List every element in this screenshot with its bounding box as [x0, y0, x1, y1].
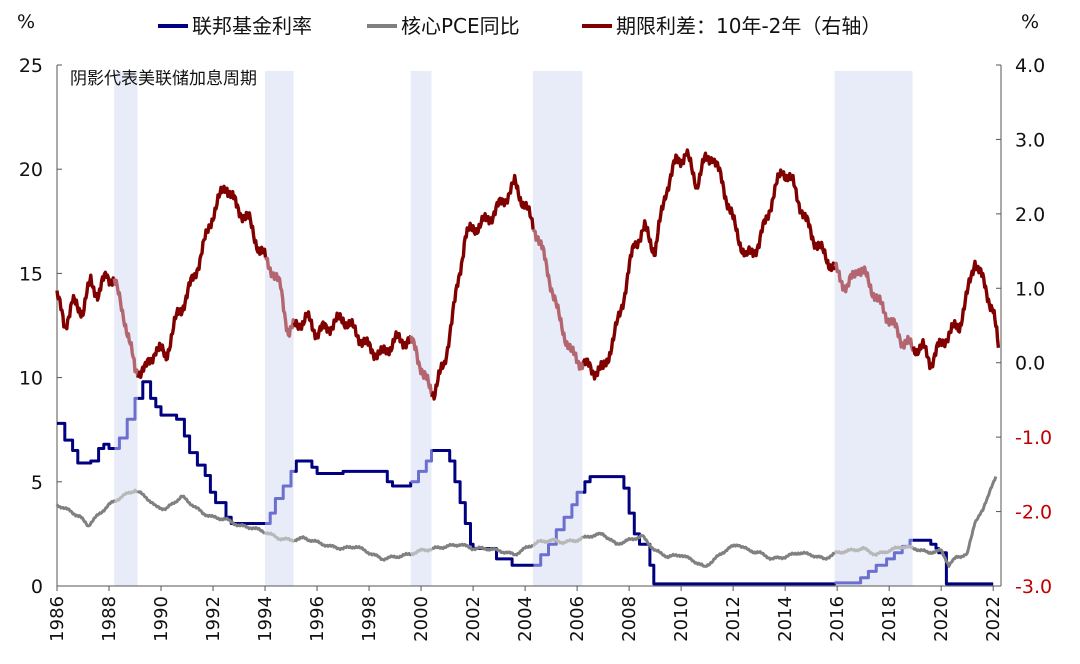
hike-period-3	[532, 71, 583, 586]
left-tick-label: 5	[31, 472, 43, 494]
x-tick-label: 2010	[671, 596, 692, 642]
right-tick-label: -1.0	[1015, 427, 1052, 449]
series-core-pce-segment	[410, 547, 434, 557]
series-term-spread-segment	[911, 259, 1001, 371]
series-term-spread-segment	[55, 270, 116, 331]
x-tick-label: 1994	[255, 596, 276, 642]
series-term-spread-segment	[581, 148, 837, 381]
series-fed-funds-segment	[410, 449, 433, 484]
series-term-spread-segment	[112, 278, 140, 378]
right-tick-label: -2.0	[1015, 502, 1052, 524]
legend-label-core-pce: 核心PCE同比	[401, 14, 520, 38]
x-tick-label: 2020	[931, 596, 952, 642]
legend: 联邦基金利率 核心PCE同比 期限利差：10年-2年（右轴）	[158, 14, 881, 38]
left-tick-label: 0	[31, 576, 43, 598]
x-tick-label: 1992	[203, 596, 224, 642]
series-term-spread-segment	[409, 335, 434, 398]
series-core-pce-segment	[532, 535, 584, 548]
x-tick-label: 2000	[411, 596, 432, 642]
series-term-spread-segment	[833, 261, 916, 352]
x-tick-label: 2002	[463, 596, 484, 642]
right-tick-label: 1.0	[1015, 278, 1045, 300]
x-tick-label: 1998	[359, 596, 380, 642]
series-fed-funds-segment	[293, 459, 413, 488]
series-lines	[55, 148, 1001, 586]
x-tick-label: 1990	[151, 596, 172, 642]
x-tick-label: 2004	[515, 596, 536, 642]
hike-period-shading	[114, 71, 913, 586]
series-core-pce-segment	[582, 531, 836, 568]
shading-annotation: 阴影代表美联储加息周期	[70, 69, 257, 89]
series-fed-funds-segment	[834, 538, 914, 585]
x-tick-label: 1986	[47, 596, 68, 642]
legend-label-term-spread: 期限利差：10年-2年（右轴）	[616, 14, 881, 38]
series-core-pce-segment	[136, 489, 266, 535]
hike-period-2	[410, 71, 432, 586]
series-fed-funds-segment	[56, 421, 116, 465]
series-core-pce-segment	[263, 531, 296, 543]
left-tick-label: 20	[19, 159, 43, 181]
right-tick-label: 3.0	[1015, 129, 1045, 151]
series-core-pce-segment	[833, 544, 915, 557]
x-tick-label: 2018	[879, 596, 900, 642]
left-axis-unit: %	[17, 11, 35, 33]
x-tick-label: 1996	[307, 596, 328, 642]
series-term-spread-segment	[136, 184, 268, 379]
axes: 0 5 10 15 20 25 -3.0 -2.0 -1.0 0.0 1.0 2.0 3.0 4.0 198…	[19, 55, 1052, 642]
series-fed-funds-segment	[137, 380, 266, 525]
left-tick-label: 15	[19, 263, 43, 285]
right-axis-unit: %	[1021, 11, 1039, 33]
x-tick-label: 2014	[775, 596, 796, 642]
x-tick-label: 2012	[723, 596, 744, 642]
series-term-spread-segment	[292, 310, 413, 362]
right-tick-label: 0.0	[1015, 353, 1045, 375]
right-tick-label: -3.0	[1015, 576, 1052, 598]
series-core-pce-segment	[431, 542, 534, 557]
series-fed-funds-segment	[533, 490, 584, 567]
x-tick-label: 2016	[827, 596, 848, 642]
legend-label-fed-funds: 联邦基金利率	[192, 14, 312, 38]
series-term-spread-segment	[264, 256, 296, 338]
hike-period-4	[834, 71, 913, 586]
right-tick-label: 4.0	[1015, 55, 1045, 77]
series-core-pce-segment	[293, 535, 412, 562]
series-fed-funds-segment	[114, 396, 139, 450]
right-tick-label: 2.0	[1015, 204, 1045, 226]
x-tick-label: 1988	[99, 596, 120, 642]
series-term-spread-segment	[430, 173, 535, 401]
series-fed-funds-segment	[582, 475, 837, 586]
x-tick-label: 2022	[983, 596, 1004, 642]
series-fed-funds-segment	[912, 538, 994, 586]
left-tick-label: 25	[19, 55, 43, 77]
series-term-spread-segment	[531, 228, 586, 371]
left-tick-label: 10	[19, 368, 43, 390]
x-tick-label: 2008	[619, 596, 640, 642]
series-core-pce-segment	[114, 488, 139, 503]
series-fed-funds-segment	[264, 469, 296, 525]
series-core-pce-segment	[911, 476, 998, 568]
x-tick-label: 2006	[567, 596, 588, 642]
series-core-pce-segment	[55, 499, 116, 528]
